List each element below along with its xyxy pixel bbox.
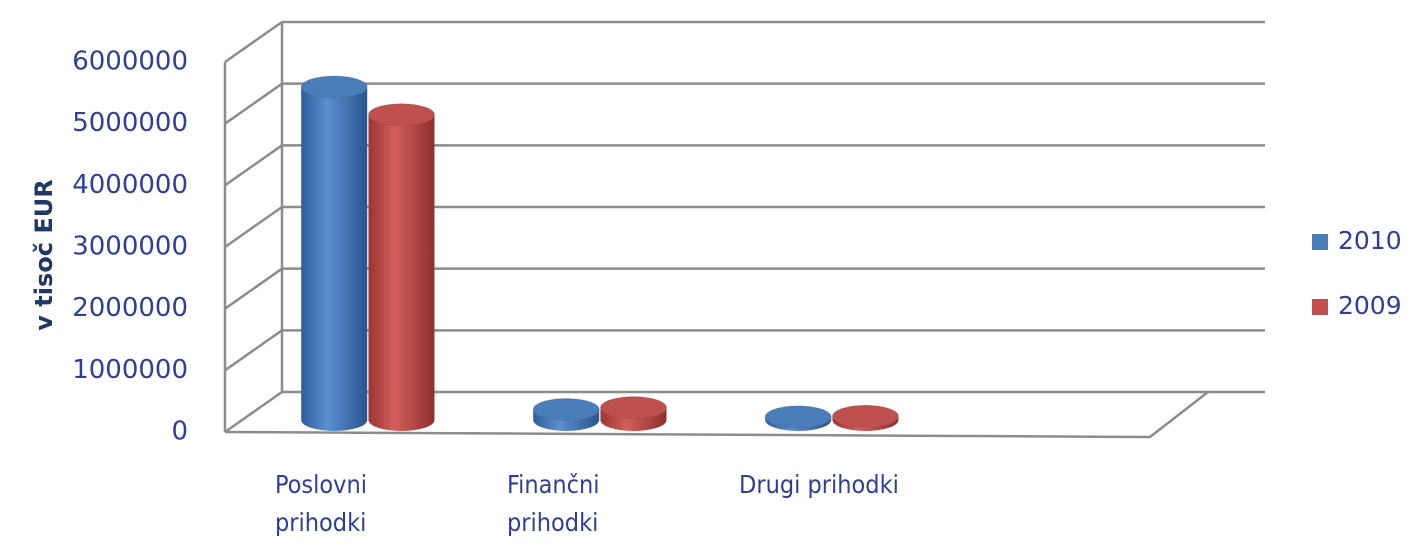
legend-swatch: [1312, 299, 1328, 315]
bar-top: [300, 75, 368, 99]
bar: [301, 87, 368, 432]
bar-top: [764, 405, 832, 429]
bar-top: [831, 404, 899, 428]
y-tick-label: 0: [171, 417, 188, 447]
bar: [832, 416, 899, 432]
legend-label: 2009: [1338, 291, 1402, 320]
y-tick-label: 5000000: [72, 108, 188, 138]
grid-line: [224, 205, 283, 249]
legend-label: 2010: [1338, 226, 1402, 255]
x-tick-label: Drugi prihodki: [739, 470, 899, 499]
y-tick-label: 1000000: [72, 355, 188, 385]
grid-line: [224, 82, 283, 125]
bar: [533, 409, 600, 432]
grid-line: [224, 267, 283, 310]
y-tick-label: 4000000: [72, 170, 188, 200]
grid-line: [224, 329, 283, 372]
y-tick-label: 6000000: [72, 47, 188, 77]
y-tick-label: 2000000: [72, 293, 188, 323]
floor: [224, 391, 1209, 439]
bar: [368, 114, 435, 432]
bar: [765, 416, 832, 432]
grid-line: [224, 144, 283, 187]
y-axis-title: v tisoč EUR: [30, 179, 58, 330]
x-tick-label: Poslovni prihodki: [275, 470, 367, 537]
bar-top: [599, 396, 667, 420]
x-tick-label: Finančni prihodki: [507, 470, 600, 537]
grid-line: [224, 390, 283, 434]
bar-top: [367, 103, 435, 127]
bar: [600, 407, 667, 432]
grid-line: [224, 20, 283, 64]
bar-top: [532, 398, 600, 422]
legend-swatch: [1312, 234, 1328, 250]
y-tick-label: 3000000: [72, 232, 188, 262]
